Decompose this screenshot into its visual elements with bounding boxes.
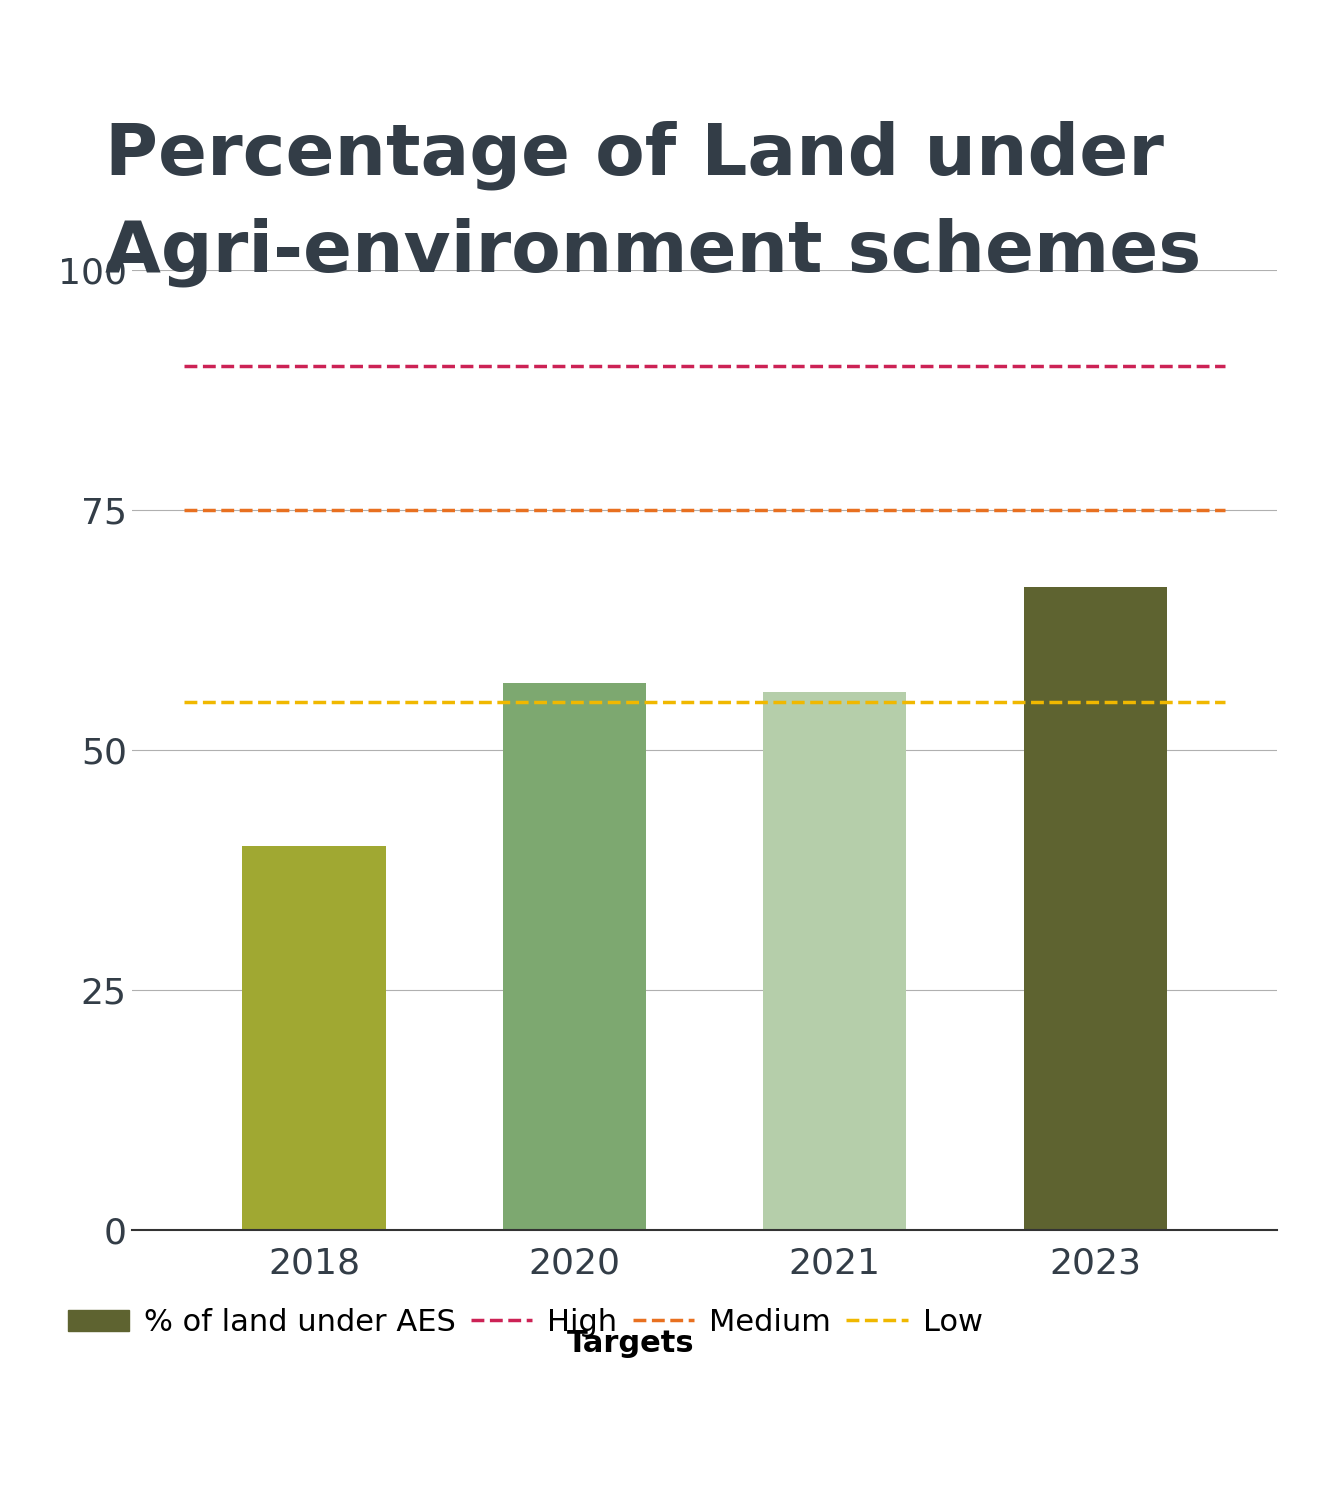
Text: Targets: Targets xyxy=(568,1329,695,1358)
Text: Agri-environment schemes: Agri-environment schemes xyxy=(105,217,1201,286)
Bar xyxy=(503,682,647,1230)
Bar xyxy=(242,846,386,1230)
Bar xyxy=(763,693,906,1230)
Text: Percentage of Land under: Percentage of Land under xyxy=(105,120,1164,189)
Legend: % of land under AES, High, Medium, Low: % of land under AES, High, Medium, Low xyxy=(55,1296,996,1348)
Bar xyxy=(1023,586,1167,1230)
